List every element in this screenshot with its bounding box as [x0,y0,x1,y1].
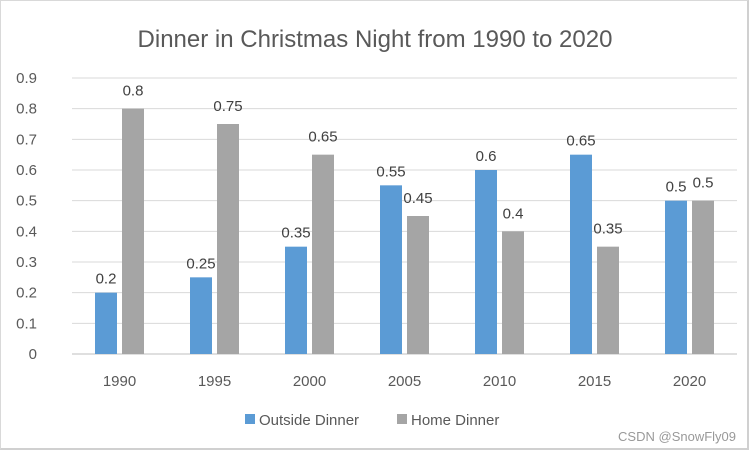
bar-home-2020 [692,200,714,354]
x-tick-label: 1990 [103,373,136,390]
bar-outside-2010 [475,170,497,354]
data-label: 0.65 [566,133,595,150]
bar-outside-1995 [190,277,212,354]
data-label: 0.4 [503,205,524,222]
data-label: 0.65 [308,129,337,146]
bar-outside-2000 [285,246,307,354]
x-tick-label: 1995 [198,373,231,390]
data-label: 0.5 [666,179,687,196]
y-tick-label: 0.5 [16,193,37,210]
bar-home-2010 [502,231,524,354]
bar-outside-2015 [570,154,592,354]
data-label: 0.75 [213,98,242,115]
data-label: 0.6 [476,148,497,165]
bar-home-1990 [122,108,144,355]
x-tick-label: 2020 [673,373,706,390]
bar-outside-2020 [665,200,687,354]
data-label: 0.55 [376,163,405,180]
chart-title: Dinner in Christmas Night from 1990 to 2… [138,26,613,53]
y-tick-label: 0.3 [16,254,37,271]
y-tick-label: 0.8 [16,101,37,118]
data-label: 0.25 [186,255,215,272]
bar-home-2015 [597,246,619,354]
y-tick-label: 0.1 [16,315,37,332]
legend-swatch [397,414,407,424]
data-label: 0.5 [693,175,714,192]
y-tick-label: 0.2 [16,285,37,302]
data-label: 0.35 [593,221,622,238]
y-tick-label: 0 [29,346,37,363]
data-label: 0.35 [281,225,310,242]
y-tick-label: 0.9 [16,70,37,87]
bar-outside-1990 [95,292,117,354]
bar-home-2005 [407,216,429,354]
data-label: 0.45 [403,190,432,207]
bar-home-2000 [312,154,334,354]
bar-outside-2005 [380,185,402,354]
data-label: 0.8 [123,83,144,100]
x-tick-label: 2015 [578,373,611,390]
x-tick-label: 2000 [293,373,326,390]
data-label: 0.2 [96,271,117,288]
legend-swatch [245,414,255,424]
bar-home-1995 [217,124,239,354]
y-tick-label: 0.4 [16,223,37,240]
x-tick-label: 2010 [483,373,516,390]
x-tick-label: 2005 [388,373,421,390]
legend-label: Outside Dinner [259,412,359,429]
legend-label: Home Dinner [411,412,499,429]
y-tick-label: 0.6 [16,162,37,179]
y-tick-label: 0.7 [16,131,37,148]
watermark: CSDN @SnowFly09 [618,429,736,444]
